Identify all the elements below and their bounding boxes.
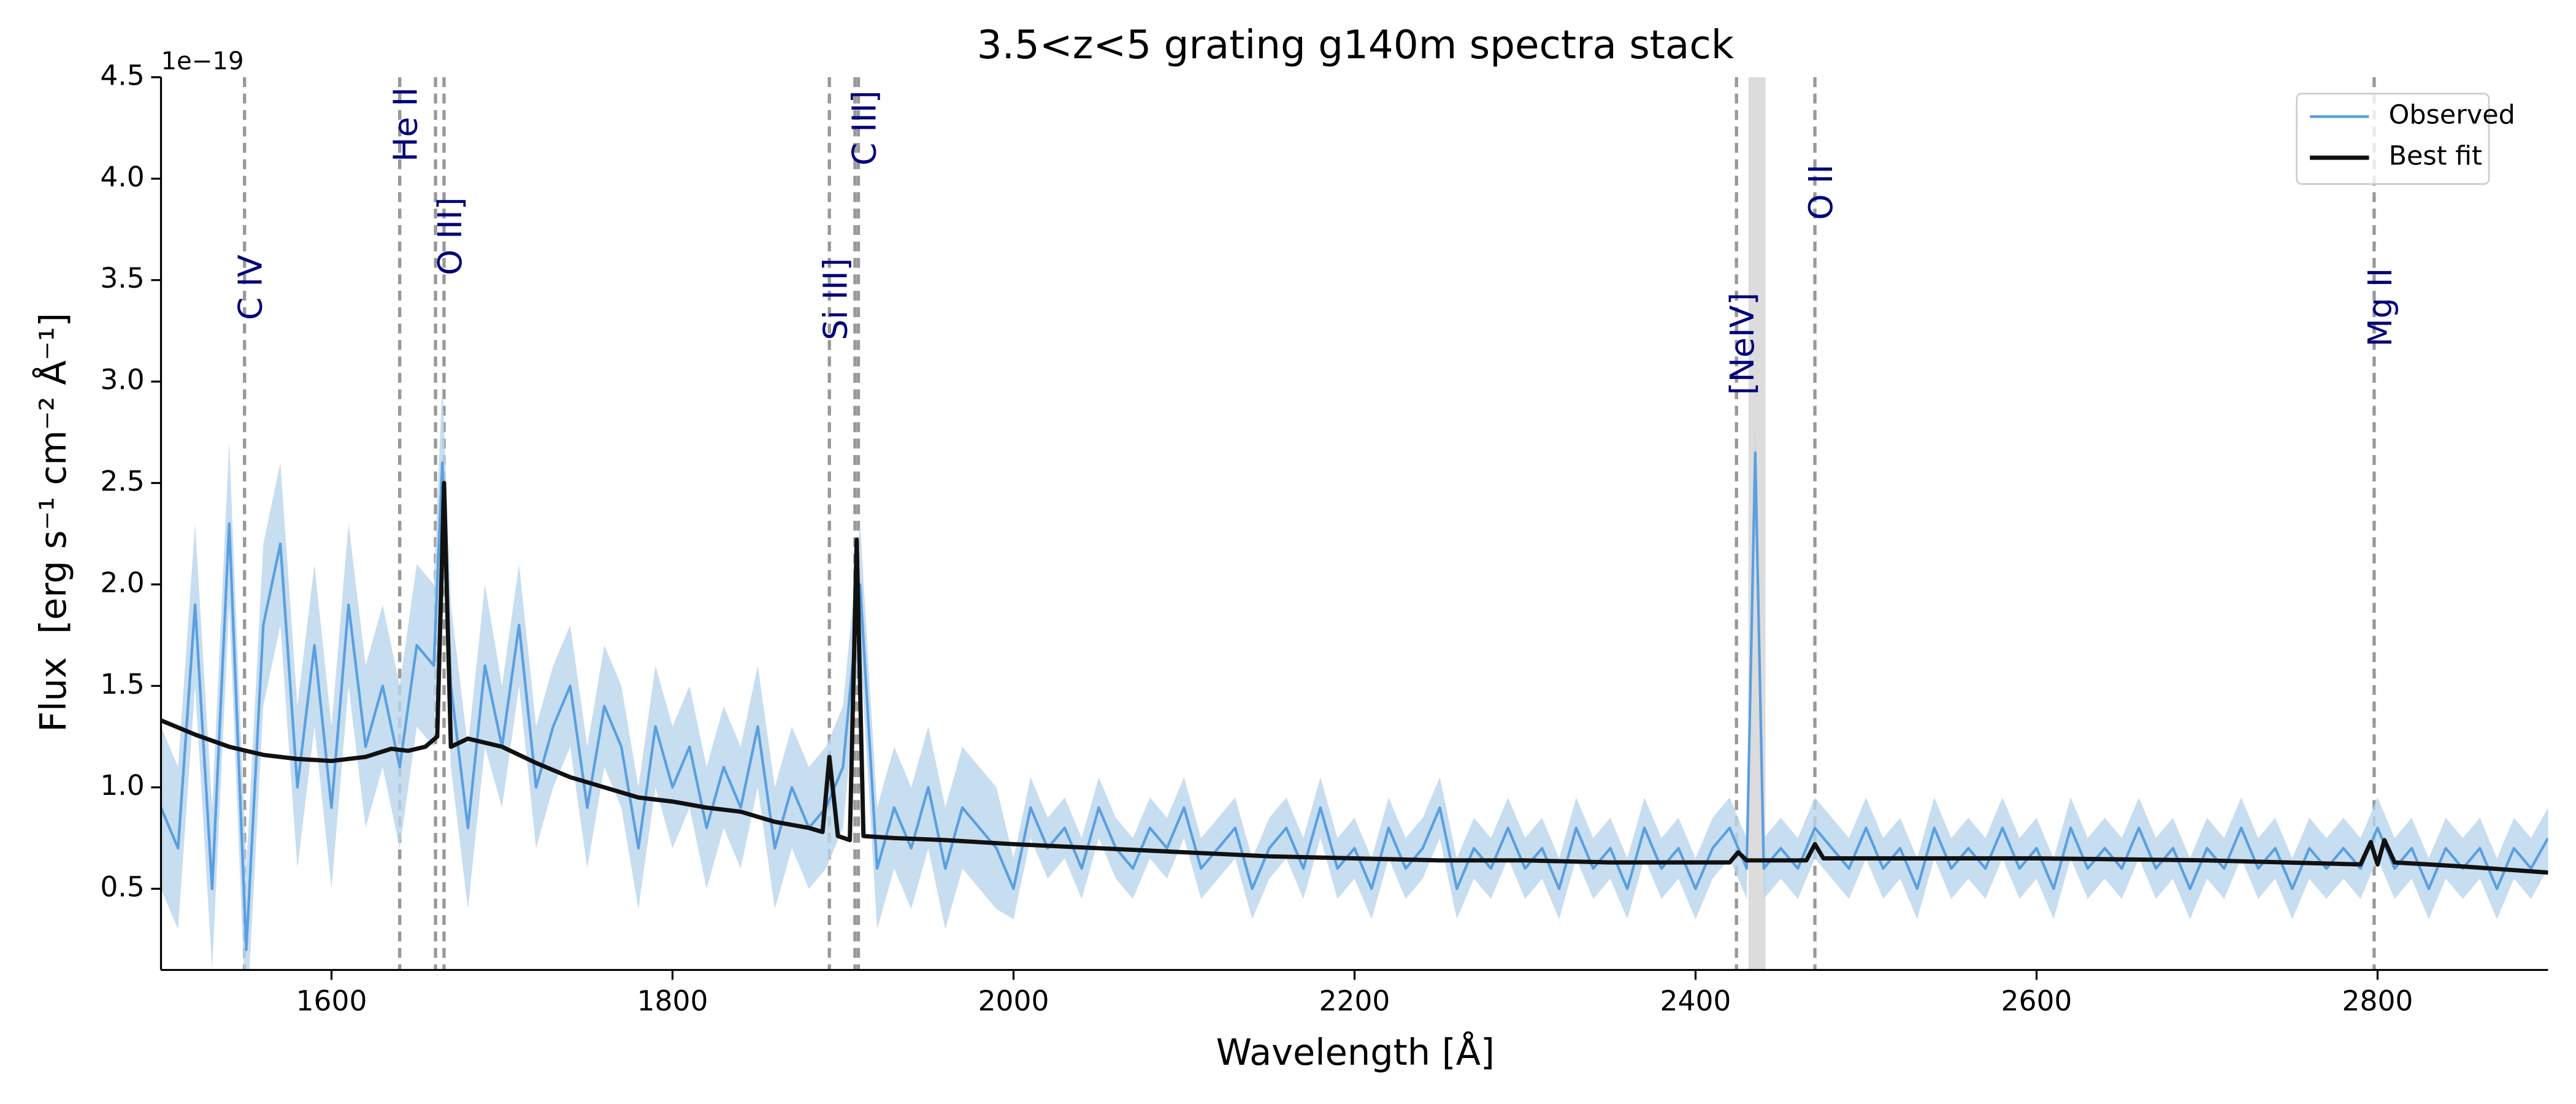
y-tick-label: 4.0: [100, 161, 144, 193]
y-offset-label: 1e−19: [161, 47, 244, 75]
line-label: Si III]: [816, 258, 854, 340]
plot-area: [161, 77, 2548, 970]
x-tick-label: 2000: [978, 985, 1049, 1018]
line-label: C IV: [231, 255, 270, 320]
y-tick-label: 2.0: [100, 566, 144, 599]
line-label: O III]: [431, 197, 469, 275]
y-tick-label: 0.5: [100, 871, 144, 903]
line-label: O II: [1801, 164, 1840, 220]
y-axis-label: Flux [erg s⁻¹ cm⁻² Å⁻¹]: [32, 313, 74, 732]
y-tick-label: 3.5: [100, 262, 144, 294]
x-tick-label: 1600: [296, 985, 367, 1018]
x-tick-label: 2600: [2001, 985, 2072, 1018]
line-label: C III]: [845, 90, 884, 166]
x-axis-label: Wavelength [Å]: [1216, 1031, 1495, 1073]
y-tick-label: 1.0: [100, 769, 144, 802]
line-label: He II: [386, 87, 425, 162]
line-label: [NeIV]: [1723, 293, 1761, 395]
chart-title: 3.5<z<5 grating g140m spectra stack: [977, 22, 1735, 68]
uncertainty-band: [161, 381, 2548, 970]
y-tick-label: 3.0: [100, 364, 144, 396]
line-label: Mg II: [2361, 268, 2399, 347]
x-tick-label: 1800: [637, 985, 708, 1018]
legend-label: Best fit: [2389, 141, 2482, 172]
series-line: [161, 451, 2548, 951]
y-tick-label: 4.5: [100, 59, 144, 91]
y-tick-label: 1.5: [100, 668, 144, 700]
x-tick-label: 2800: [2342, 985, 2413, 1018]
x-tick-label: 2200: [1319, 985, 1390, 1018]
legend-label: Observed: [2389, 100, 2515, 131]
series-line: [161, 481, 2548, 875]
y-tick-label: 2.5: [100, 465, 144, 497]
x-tick-label: 2400: [1660, 985, 1731, 1018]
